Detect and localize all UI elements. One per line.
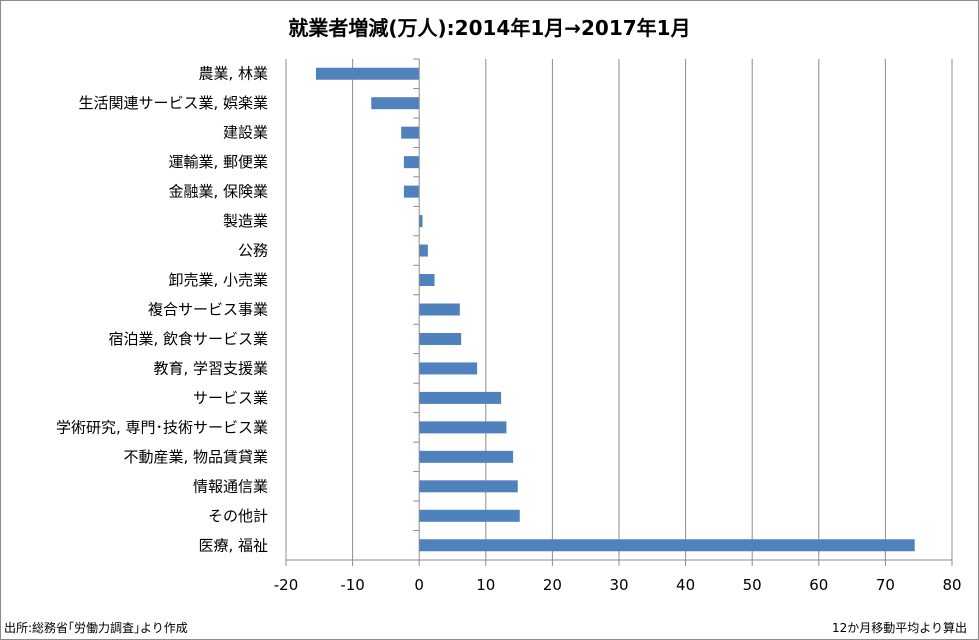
x-tick-label: -10 (340, 576, 365, 594)
category-label: 教育, 学習支援業 (153, 359, 268, 377)
category-label: 医療, 福祉 (198, 536, 268, 554)
category-label: 不動産業, 物品賃貸業 (123, 448, 268, 466)
bar (419, 421, 507, 434)
category-label: サービス業 (193, 389, 268, 407)
bar (419, 509, 520, 522)
axes (285, 58, 953, 566)
bar (401, 126, 420, 139)
x-tick-label: 40 (676, 576, 695, 594)
bar (419, 244, 428, 257)
category-label: 公務 (238, 242, 268, 260)
x-tick-label: 60 (809, 576, 828, 594)
method-note: 12か月移動平均より算出 (831, 621, 967, 635)
bar (403, 156, 420, 169)
bars (315, 67, 915, 552)
bar (419, 303, 460, 316)
bar (371, 97, 420, 110)
bar (315, 67, 420, 80)
category-label: 建設業 (223, 124, 268, 142)
x-tick-label: 10 (476, 576, 495, 594)
x-tick-labels: -20 -10 0 10 20 30 40 50 60 70 80 (274, 576, 962, 594)
x-tick-label: 50 (743, 576, 762, 594)
category-label: 卸売業, 小売業 (168, 271, 268, 289)
bar (419, 480, 518, 493)
bar (419, 391, 502, 404)
x-tick-label: 80 (942, 576, 961, 594)
bar (419, 215, 423, 228)
category-label: その他計 (208, 507, 268, 525)
bar (419, 332, 462, 345)
x-tick-label: 20 (543, 576, 562, 594)
category-label: 農業, 林業 (198, 65, 268, 83)
category-label: 学術研究, 専門･技術サービス業 (56, 418, 268, 436)
bar (419, 362, 478, 375)
bar (403, 185, 420, 198)
x-tick-label: 70 (876, 576, 895, 594)
bar (419, 539, 915, 552)
x-tick-label: -20 (274, 576, 299, 594)
category-label: 生活関連サービス業, 娯楽業 (78, 94, 268, 112)
source-note: 出所:総務省｢労働力調査｣より作成 (4, 621, 188, 635)
category-label: 製造業 (223, 212, 268, 230)
x-tick-label: 0 (414, 576, 424, 594)
category-label: 複合サービス事業 (148, 301, 268, 319)
bar (419, 450, 514, 463)
bar (419, 274, 435, 287)
gridlines (285, 59, 953, 560)
category-label: 運輸業, 郵便業 (168, 153, 268, 171)
x-tick-label: 30 (609, 576, 628, 594)
category-label: 情報通信業 (193, 477, 268, 495)
chart-title: 就業者増減(万人):2014年1月→2017年1月 (288, 16, 691, 40)
category-label: 金融業, 保険業 (168, 183, 268, 201)
category-label: 宿泊業, 飲食サービス業 (108, 330, 268, 348)
